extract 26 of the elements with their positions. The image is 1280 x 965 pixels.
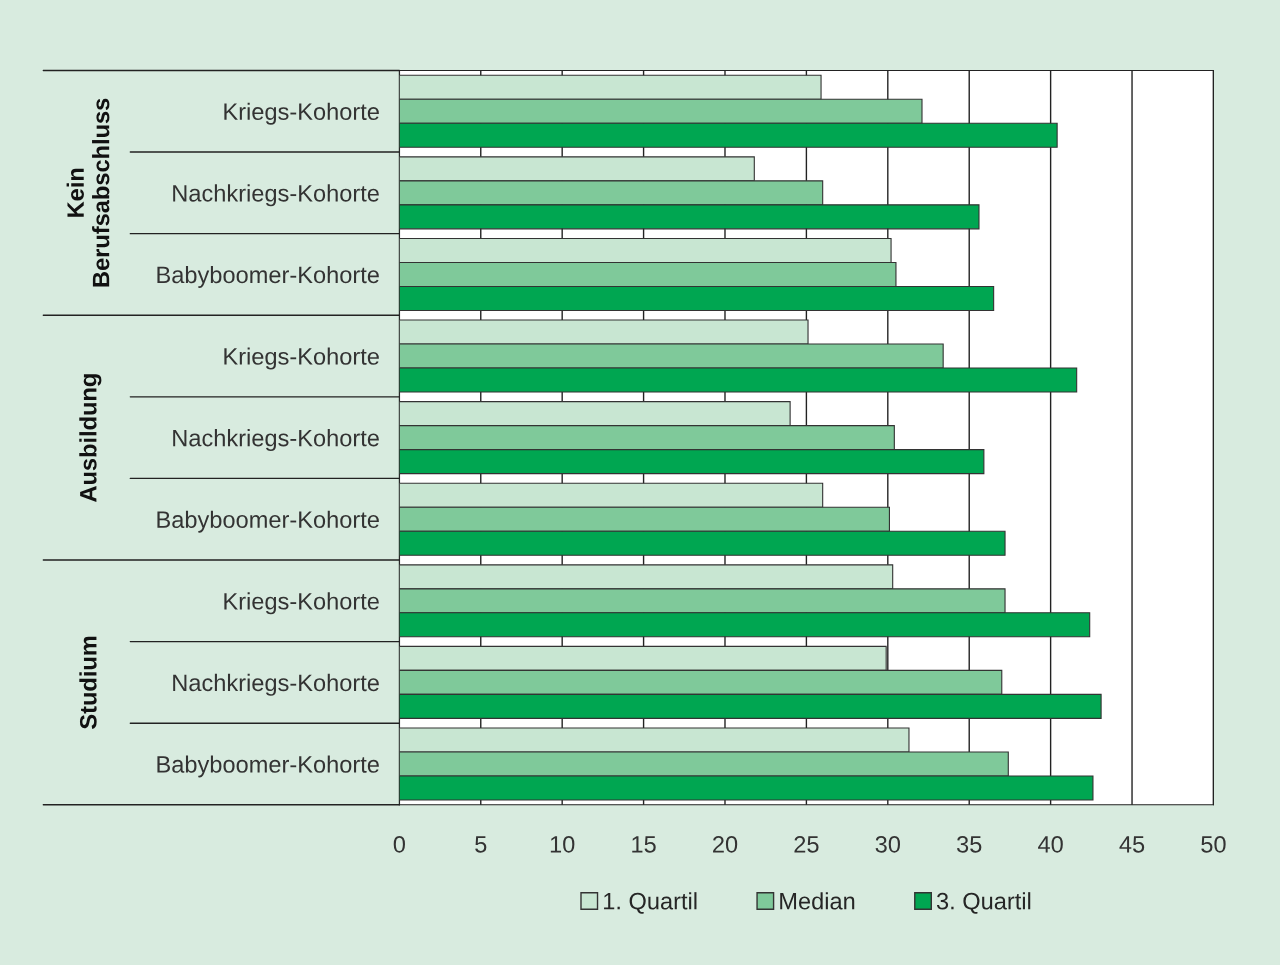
y-tick-label: Kriegs-Kohorte — [224, 592, 379, 615]
x-tick-label: 15 — [632, 836, 656, 853]
text: Kein Berufsabschluss — [66, 98, 110, 287]
x-tick-label: 5 — [475, 836, 487, 853]
x-tick-label: 10 — [550, 835, 575, 853]
text: Ausbildung — [79, 374, 102, 502]
x-tick-label: 0 — [393, 835, 405, 853]
y-tick-label: Kriegs-Kohorte — [224, 347, 379, 370]
y-tick-label: Babyboomer-Kohorte — [157, 755, 379, 778]
y-tick-label: Nachkriegs-Kohorte — [173, 184, 379, 207]
x-tick-label: 40 — [1038, 835, 1063, 853]
y-tick-label: Kriegs-Kohorte — [224, 102, 379, 125]
legend-label: Median — [780, 892, 855, 910]
x-tick-label: 30 — [875, 835, 901, 853]
legend-label: 3. Quartil — [936, 892, 1031, 914]
x-tick-label: 20 — [713, 835, 738, 853]
x-tick-label: 25 — [794, 835, 819, 853]
x-tick-label: 35 — [956, 835, 982, 853]
y-tick-label: Babyboomer-Kohorte — [157, 510, 379, 533]
y-tick-label: Nachkriegs-Kohorte — [173, 429, 379, 452]
y-tick-label: Babyboomer-Kohorte — [157, 265, 379, 288]
x-tick-label: 50 — [1201, 835, 1226, 853]
x-tick-label: 45 — [1119, 836, 1145, 853]
y-tick-label: Nachkriegs-Kohorte — [173, 673, 379, 696]
text: Studium — [79, 636, 97, 729]
legend-label: 1. Quartil — [604, 892, 697, 914]
